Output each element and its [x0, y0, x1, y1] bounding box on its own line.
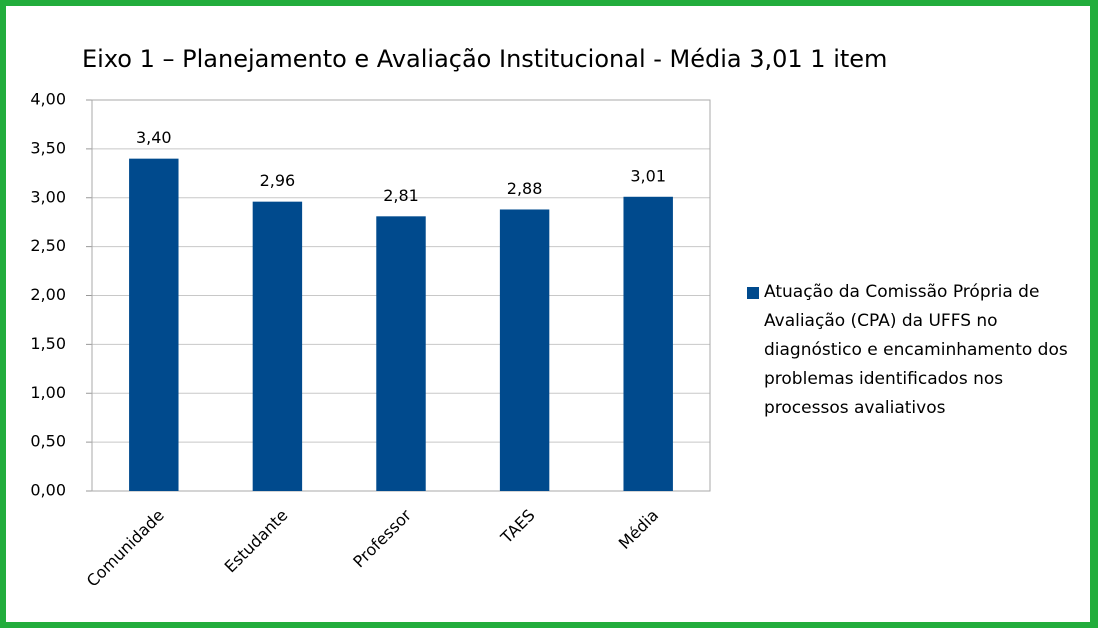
y-tick-label: 4,00 [30, 90, 66, 109]
data-label: 2,88 [507, 179, 543, 198]
data-label: 2,81 [383, 186, 419, 205]
x-tick-label: TAES [496, 506, 538, 548]
x-tick-label: Média [615, 506, 662, 553]
y-tick-label: 1,50 [30, 334, 66, 353]
y-tick-label: 0,00 [30, 481, 66, 500]
legend-key [747, 287, 759, 299]
y-tick-label: 3,00 [30, 187, 66, 206]
bar [252, 201, 303, 491]
x-tick-label: Comunidade [83, 506, 168, 591]
bar [623, 196, 673, 491]
y-tick-label: 2,00 [30, 285, 66, 304]
data-label: 3,01 [630, 166, 666, 185]
y-tick-label: 1,00 [30, 383, 66, 402]
y-tick-label: 2,50 [30, 236, 66, 255]
chart-title: Eixo 1 – Planejamento e Avaliação Instit… [82, 45, 887, 73]
y-tick-label: 0,50 [30, 432, 66, 451]
legend-label: Atuação da Comissão Própria de Avaliação… [764, 282, 1068, 418]
y-tick-label: 3,50 [30, 138, 66, 157]
x-tick-label: Estudante [221, 506, 292, 577]
bar [129, 158, 179, 491]
data-label: 3,40 [136, 128, 172, 147]
data-label: 2,96 [260, 171, 296, 190]
x-tick-label: Professor [349, 505, 415, 571]
bar [499, 209, 550, 492]
bar [376, 216, 426, 491]
